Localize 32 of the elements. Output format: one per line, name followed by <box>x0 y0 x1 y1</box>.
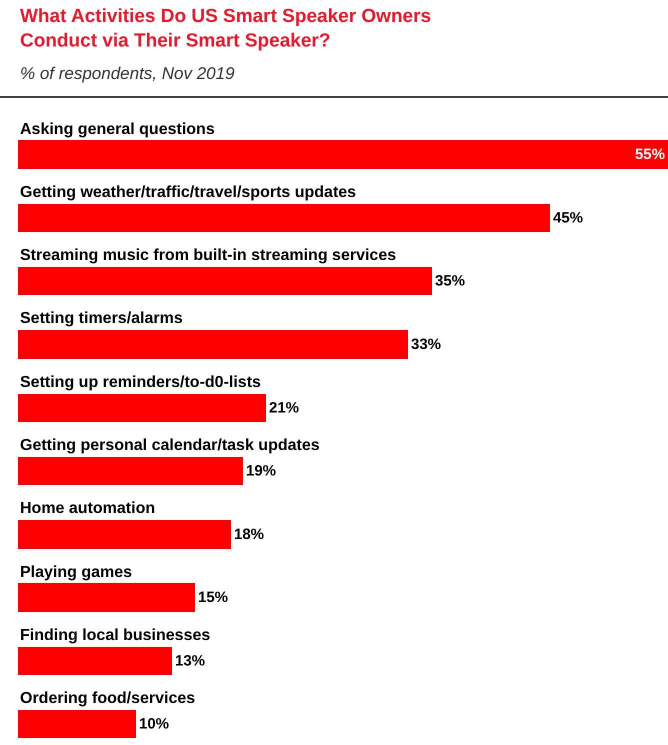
bar <box>18 457 243 485</box>
y-tick-label: Asking general questions <box>20 121 215 138</box>
y-tick-label: Setting timers/alarms <box>20 310 183 327</box>
bar <box>18 330 408 359</box>
y-tick-label: Setting up reminders/to-d0-lists <box>20 374 262 391</box>
data-label: 45% <box>553 210 584 226</box>
data-label: 35% <box>435 272 466 290</box>
data-label: 55% <box>634 146 665 163</box>
bar <box>18 583 195 612</box>
chart-subtitle: % of respondents, Nov 2019 <box>20 64 236 83</box>
y-tick-label: Getting personal calendar/task updates <box>20 437 320 454</box>
chart-title: What Activities Do US Smart Speaker Owners Conduct via Their Smart Speaker? <box>20 6 432 52</box>
data-label: 19% <box>246 462 276 480</box>
y-tick-label: Finding local businesses <box>20 627 210 644</box>
bar <box>18 647 172 675</box>
data-label: 21% <box>269 400 300 416</box>
data-label: 18% <box>234 526 264 543</box>
y-tick-label: Playing games <box>20 564 132 581</box>
y-tick-label: Streaming music from built-in streaming services <box>20 247 396 264</box>
y-tick-label: Getting weather/traffic/travel/sports updates <box>20 184 356 201</box>
y-tick-label: Home automation <box>20 500 156 517</box>
data-label: 15% <box>198 589 228 606</box>
data-label: 10% <box>139 716 170 732</box>
bar <box>18 520 231 549</box>
bar <box>18 394 266 422</box>
bar <box>18 710 136 738</box>
data-label: 33% <box>411 336 442 353</box>
bar <box>18 204 550 232</box>
bar <box>18 140 668 169</box>
y-tick-label: Ordering food/services <box>20 690 196 707</box>
data-label: 13% <box>175 652 206 670</box>
bar <box>18 267 432 295</box>
